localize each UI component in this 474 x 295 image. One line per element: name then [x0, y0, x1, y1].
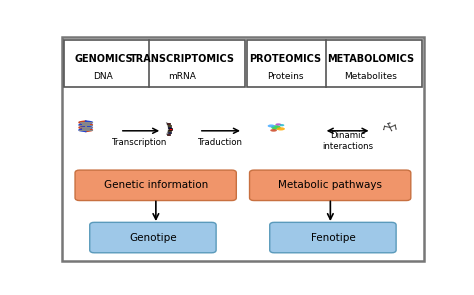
Text: Genetic information: Genetic information — [103, 180, 208, 190]
FancyBboxPatch shape — [90, 222, 216, 253]
Ellipse shape — [268, 124, 275, 127]
Text: METABOLOMICS: METABOLOMICS — [327, 54, 414, 64]
Text: Fenotipe: Fenotipe — [310, 232, 356, 242]
Text: GENOMICS: GENOMICS — [74, 54, 133, 64]
FancyBboxPatch shape — [168, 132, 171, 133]
Text: Metabolic pathways: Metabolic pathways — [278, 180, 382, 190]
FancyBboxPatch shape — [168, 125, 171, 126]
Text: Traduction: Traduction — [198, 138, 243, 147]
Circle shape — [384, 126, 385, 127]
Ellipse shape — [275, 123, 282, 126]
Text: Metabolites: Metabolites — [344, 72, 397, 81]
Text: TRANSCRIPTOMICS: TRANSCRIPTOMICS — [130, 54, 235, 64]
Ellipse shape — [280, 124, 284, 126]
Ellipse shape — [270, 129, 277, 132]
FancyBboxPatch shape — [64, 40, 246, 86]
Text: PROTEOMICS: PROTEOMICS — [249, 54, 321, 64]
FancyBboxPatch shape — [270, 222, 396, 253]
Text: mRNA: mRNA — [168, 72, 196, 81]
Text: Proteins: Proteins — [267, 72, 303, 81]
FancyBboxPatch shape — [168, 130, 171, 131]
FancyBboxPatch shape — [249, 170, 411, 201]
FancyBboxPatch shape — [62, 37, 424, 261]
FancyBboxPatch shape — [75, 170, 237, 201]
Text: Genotipe: Genotipe — [129, 232, 177, 242]
Text: DNA: DNA — [93, 72, 113, 81]
Ellipse shape — [271, 125, 281, 130]
FancyBboxPatch shape — [167, 123, 170, 124]
Ellipse shape — [277, 127, 285, 130]
FancyBboxPatch shape — [169, 128, 172, 130]
FancyBboxPatch shape — [168, 127, 172, 128]
FancyBboxPatch shape — [247, 40, 422, 86]
Text: Dinamic
interactions: Dinamic interactions — [322, 131, 374, 151]
Text: Transcription: Transcription — [112, 138, 168, 147]
FancyBboxPatch shape — [167, 134, 170, 135]
